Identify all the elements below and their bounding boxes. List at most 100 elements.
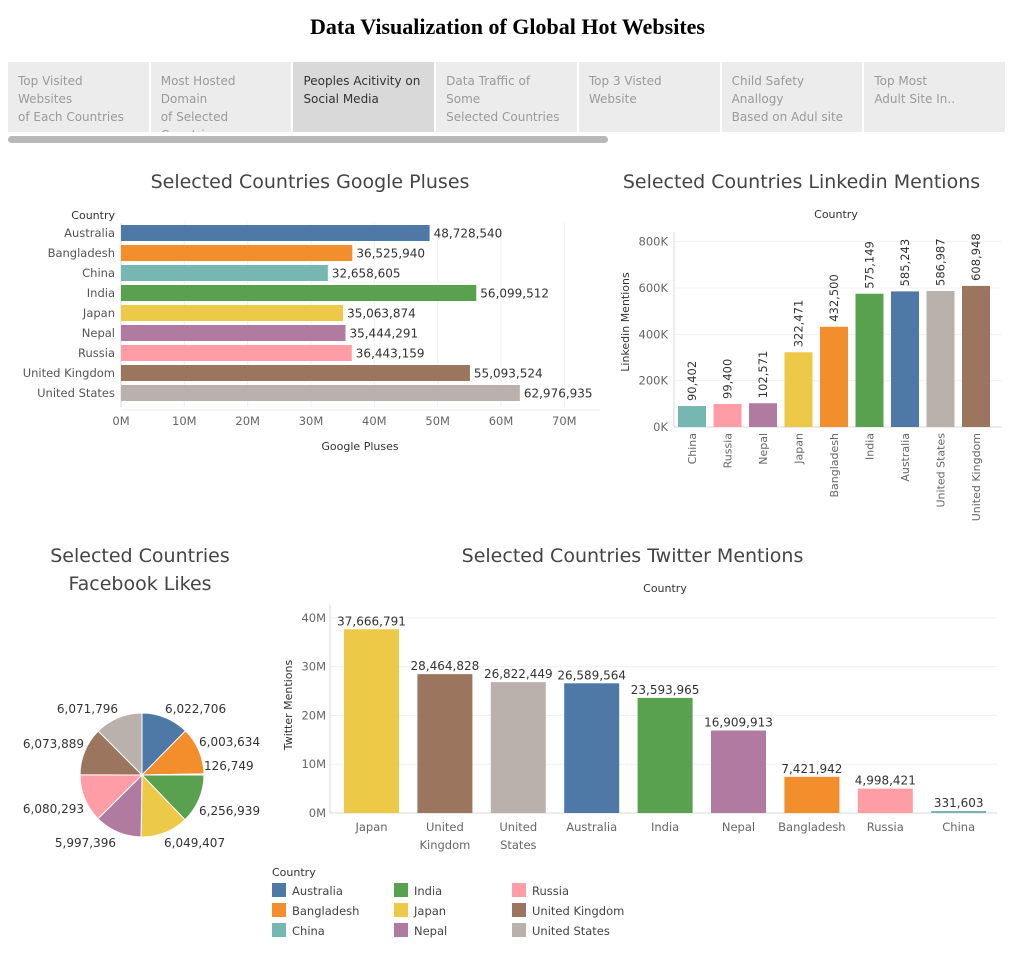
legend-swatch (394, 923, 408, 937)
value-label-united-kingdom: 55,093,524 (474, 367, 543, 381)
legend-label: China (292, 924, 325, 938)
legend-label: United States (532, 924, 610, 938)
value-label-united-states: 26,822,449 (484, 667, 553, 681)
google-chart-title: Selected Countries Google Pluses (150, 171, 470, 193)
tab-label-line-1: Most Hosted Domain (160, 74, 236, 106)
twitter-mentions-chart: 0M 10M 20M 30M 40M Country Twitter Mentions 37,… (282, 582, 997, 852)
facebook-title-line-1: Selected Countries (50, 545, 230, 567)
legend-label: Bangladesh (292, 904, 360, 918)
legend-swatch (512, 883, 526, 897)
category-label-japan: Japan (793, 433, 806, 465)
value-label-china: 331,603 (934, 796, 984, 810)
category-label-russia: Russia (867, 820, 904, 834)
tab-1[interactable]: Top Visited Websites of Each Countries (8, 62, 149, 132)
tab-7[interactable]: Top Most Adult Site In.. (864, 62, 1006, 132)
category-header: Country (71, 209, 115, 222)
value-label-united-kingdom: 28,464,828 (411, 659, 480, 673)
x-tick-label: 20M (235, 414, 260, 428)
tab-label-line-1: Child Safety Anallogy (731, 74, 805, 106)
tab-3[interactable]: Peoples Acitivity on Social Media (293, 62, 435, 132)
value-label-india: 56,099,512 (480, 287, 549, 301)
legend-item-japan[interactable]: Japan (394, 903, 446, 919)
slice-label-japan: 6,049,407 (164, 836, 225, 850)
bar-india (855, 293, 884, 427)
legend-title: Country (272, 866, 316, 879)
x-axis-title: Google Pluses (321, 440, 398, 453)
linkedin-chart-title: Selected Countries Linkedin Mentions (622, 171, 981, 193)
legend-label: Russia (532, 884, 569, 898)
y-tick-label: 600K (639, 281, 669, 295)
tab-6[interactable]: Child Safety Anallogy Based on Adul site (721, 62, 863, 132)
value-label-china: 90,402 (685, 361, 699, 401)
y-tick-label: 400K (639, 327, 669, 341)
value-label-united-states: 586,987 (934, 238, 948, 286)
google-pluses-chart: Country Australia 48,728,540 Bangladesh 36,5… (23, 209, 600, 453)
slice-label-india: 6,256,939 (199, 804, 260, 818)
legend-item-australia[interactable]: Australia (272, 883, 343, 899)
bar-united-kingdom (121, 365, 470, 381)
value-label-nepal: 35,444,291 (349, 327, 418, 341)
value-label-nepal: 16,909,913 (704, 716, 773, 730)
tab-label-line-2: Social Media (303, 92, 379, 106)
legend-item-united-kingdom[interactable]: United Kingdom (512, 903, 624, 919)
bar-nepal (711, 730, 766, 813)
legend-item-bangladesh[interactable]: Bangladesh (272, 903, 359, 919)
legend-label: Nepal (414, 924, 448, 938)
facebook-title-line-2: Facebook Likes (68, 573, 212, 595)
category-label-bangladesh: Bangladesh (778, 820, 845, 834)
y-tick-label: 0M (309, 806, 326, 820)
legend-item-india[interactable]: India (394, 883, 442, 899)
legend-item-russia[interactable]: Russia (512, 883, 569, 899)
category-label-united-states: United States (935, 433, 948, 508)
value-label-nepal: 102,571 (756, 351, 770, 399)
category-label-russia: Russia (78, 346, 115, 360)
tabs-scrollbar[interactable] (8, 136, 608, 143)
legend-label: Australia (292, 884, 343, 898)
bar-australia (891, 291, 919, 427)
legend-swatch (512, 923, 526, 937)
bar-japan (344, 629, 399, 813)
x-tick-label: 30M (299, 414, 324, 428)
y-tick-label: 20M (301, 708, 326, 722)
bar-bangladesh (820, 326, 848, 427)
value-label-australia: 26,589,564 (557, 668, 626, 682)
tab-label-line-1: Top Most (874, 74, 928, 88)
bar-united-kingdom (417, 674, 473, 813)
twitter-chart-title: Selected Countries Twitter Mentions (461, 545, 804, 567)
value-label-russia: 36,443,159 (356, 347, 425, 361)
bar-china (931, 811, 987, 813)
tab-5[interactable]: Top 3 Visted Website (578, 62, 720, 132)
category-label-australia: Australia (566, 820, 617, 834)
value-label-india: 575,149 (863, 241, 877, 289)
category-label-australia: Australia (899, 433, 912, 482)
category-label-china: China (82, 266, 115, 280)
legend-swatch (512, 903, 526, 917)
tab-label-line-1: Top Visited Websites (18, 74, 83, 106)
slice-label-russia: 6,080,293 (23, 802, 84, 816)
category-label-nepal: Nepal (722, 820, 755, 834)
legend-swatch (272, 883, 286, 897)
legend-swatch (272, 923, 286, 937)
y-tick-label: 0K (653, 420, 668, 434)
category-label-india: India (87, 286, 115, 300)
value-label-bangladesh: 7,421,942 (781, 762, 842, 776)
legend-item-united-states[interactable]: United States (512, 923, 610, 939)
tab-label-line-1: Top 3 Visted Website (588, 74, 662, 106)
y-tick-label: 200K (639, 374, 669, 388)
value-label-united-states: 62,976,935 (524, 387, 593, 401)
tab-label-line-2: of Each Countries (18, 110, 124, 124)
tab-4[interactable]: Data Traffic of Some Selected Countries (436, 62, 577, 132)
category-label-united-kingdom: United Kingdom (419, 820, 470, 852)
category-label-russia: Russia (722, 433, 735, 468)
category-label-australia: Australia (64, 226, 115, 240)
tab-2[interactable]: Most Hosted Domain of Selected Countries (150, 62, 292, 132)
legend-swatch (394, 903, 408, 917)
bar-bangladesh (784, 776, 840, 813)
bar-united-states (490, 682, 546, 813)
slice-label-china: 126,749 (204, 759, 254, 773)
bar-bangladesh (121, 245, 353, 261)
slice-united-states (97, 712, 143, 777)
legend-item-nepal[interactable]: Nepal (394, 923, 447, 939)
legend-item-china[interactable]: China (272, 923, 325, 939)
bar-china (121, 265, 328, 281)
